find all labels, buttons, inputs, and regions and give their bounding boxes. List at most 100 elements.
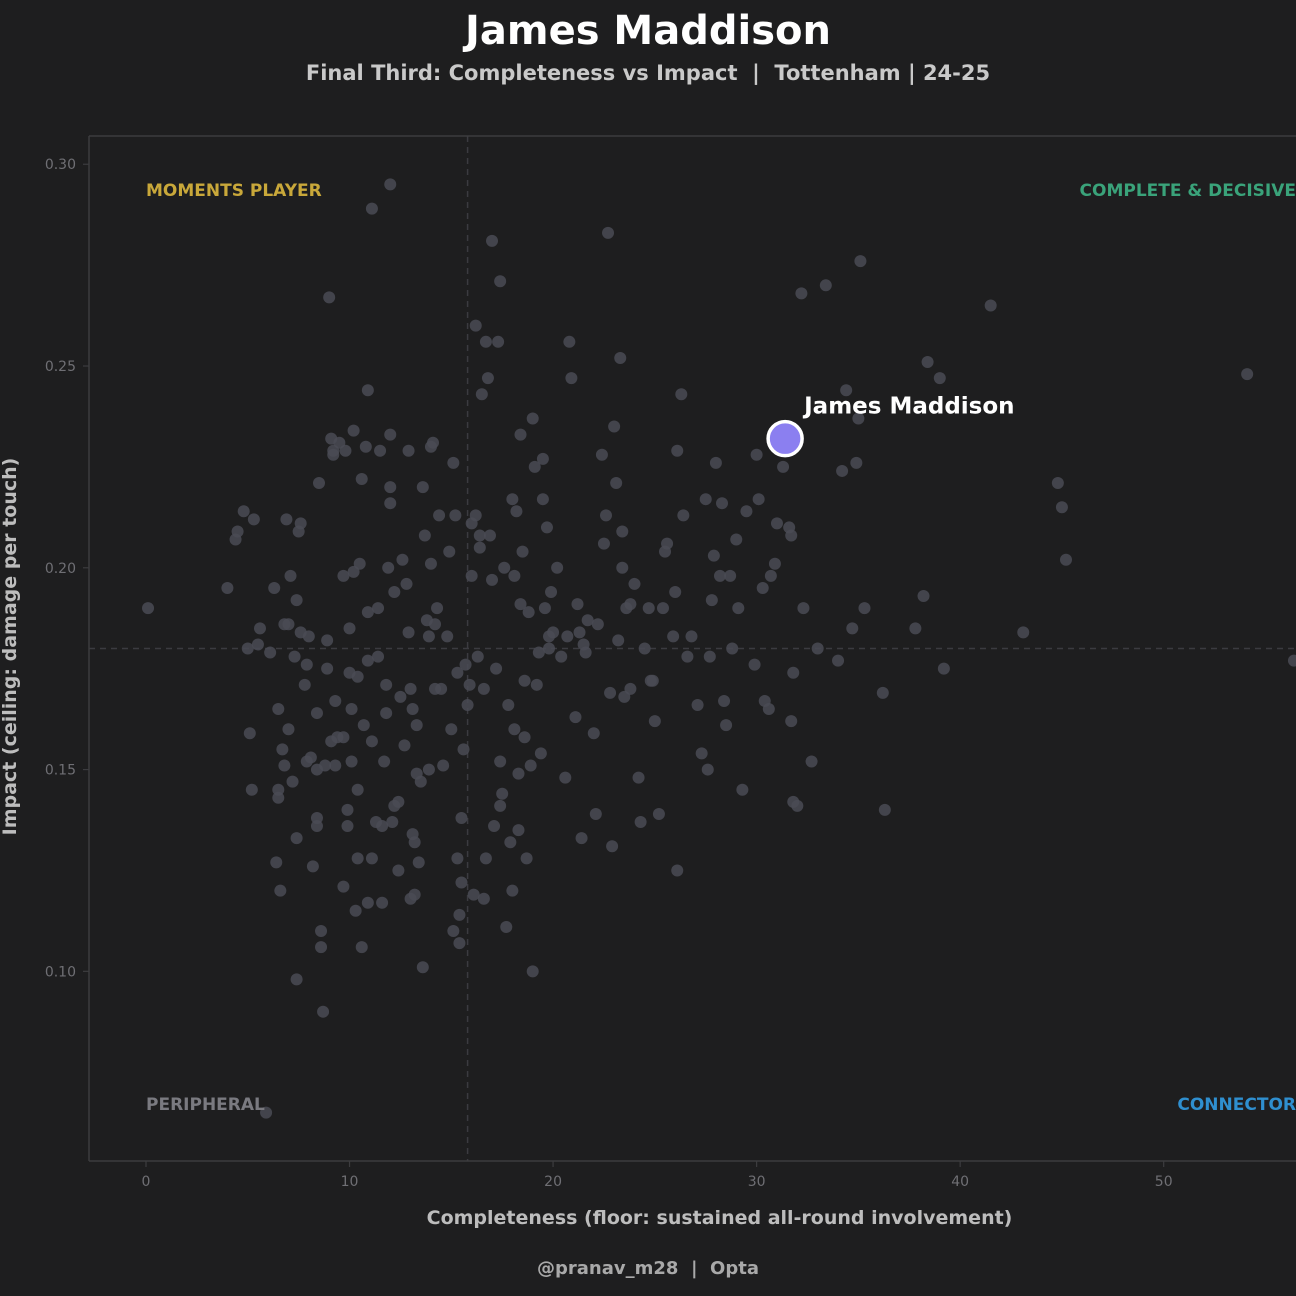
data-point: [416, 961, 429, 974]
x-tick-label: 40: [951, 1174, 969, 1190]
data-point: [819, 279, 832, 292]
data-point: [302, 630, 315, 643]
data-point: [268, 581, 281, 594]
data-point: [587, 727, 600, 740]
data-point: [795, 287, 808, 300]
data-point: [374, 444, 387, 457]
data-point: [756, 581, 769, 594]
data-point: [345, 755, 358, 768]
data-point: [412, 856, 425, 869]
data-point: [315, 941, 328, 954]
data-point: [361, 606, 374, 619]
data-point: [770, 517, 783, 530]
y-tick-label: 0.10: [45, 964, 76, 980]
data-point: [467, 888, 480, 901]
data-point: [471, 650, 484, 663]
data-point: [685, 630, 698, 643]
data-point: [561, 630, 574, 643]
quadrant-label: MOMENTS PLAYER: [146, 181, 322, 201]
data-point: [506, 493, 519, 506]
data-point: [575, 832, 588, 845]
data-point: [764, 569, 777, 582]
data-point: [341, 820, 354, 833]
data-point: [300, 658, 313, 671]
data-point: [433, 509, 446, 522]
data-point: [319, 759, 332, 772]
data-point: [750, 448, 763, 461]
data-point: [614, 351, 627, 364]
data-point: [229, 533, 242, 546]
quadrant-labels: MOMENTS PLAYER COMPLETE & DECISIVE PERIPHE…: [146, 181, 1296, 1115]
data-point: [543, 630, 556, 643]
data-point: [477, 892, 490, 905]
data-point: [384, 481, 397, 494]
data-point: [410, 719, 423, 732]
data-point: [392, 795, 405, 808]
data-point: [278, 759, 291, 772]
data-point: [337, 569, 350, 582]
data-point: [142, 602, 155, 615]
data-point: [333, 436, 346, 449]
data-point: [695, 747, 708, 760]
data-point: [475, 388, 488, 401]
data-point: [599, 509, 612, 522]
data-point: [315, 924, 328, 937]
data-point: [361, 384, 374, 397]
data-point: [492, 335, 505, 348]
data-point: [785, 529, 798, 542]
data-point: [404, 682, 417, 695]
data-point: [616, 525, 629, 538]
data-point: [294, 517, 307, 530]
data-point: [606, 840, 619, 853]
data-point: [221, 581, 234, 594]
data-point: [457, 743, 470, 756]
data-point: [282, 618, 295, 631]
data-point: [251, 638, 264, 651]
data-point: [681, 650, 694, 663]
data-point: [343, 622, 356, 635]
data-point: [455, 876, 468, 889]
data-point: [402, 444, 415, 457]
data-point: [933, 372, 946, 385]
data-point: [571, 598, 584, 611]
data-point: [290, 973, 303, 986]
data-point: [341, 803, 354, 816]
data-point: [534, 747, 547, 760]
data-point: [543, 642, 556, 655]
data-point: [384, 428, 397, 441]
data-point: [709, 456, 722, 469]
y-tick-label: 0.30: [45, 157, 76, 173]
data-point: [447, 456, 460, 469]
data-point: [486, 573, 499, 586]
highlight-point: [766, 419, 804, 458]
data-point: [490, 662, 503, 675]
data-point: [365, 852, 378, 865]
data-point: [667, 630, 680, 643]
data-point: [577, 638, 590, 651]
data-point: [1241, 368, 1254, 381]
data-point: [445, 723, 458, 736]
data-point: [382, 561, 395, 574]
data-point: [337, 731, 350, 744]
data-point: [632, 771, 645, 784]
data-point: [726, 642, 739, 655]
data-point: [329, 694, 342, 707]
data-point: [241, 642, 254, 655]
data-point: [730, 533, 743, 546]
data-point: [402, 626, 415, 639]
data-point: [638, 642, 651, 655]
data-point: [453, 908, 466, 921]
data-point: [691, 698, 704, 711]
data-point: [671, 864, 684, 877]
data-point: [984, 299, 997, 312]
data-point: [520, 852, 533, 865]
data-point: [286, 775, 299, 788]
data-point: [276, 743, 289, 756]
data-point: [569, 711, 582, 724]
data-point: [591, 618, 604, 631]
data-point: [644, 674, 657, 687]
data-point: [498, 561, 511, 574]
data-point: [718, 694, 731, 707]
x-tick-label: 20: [544, 1174, 562, 1190]
